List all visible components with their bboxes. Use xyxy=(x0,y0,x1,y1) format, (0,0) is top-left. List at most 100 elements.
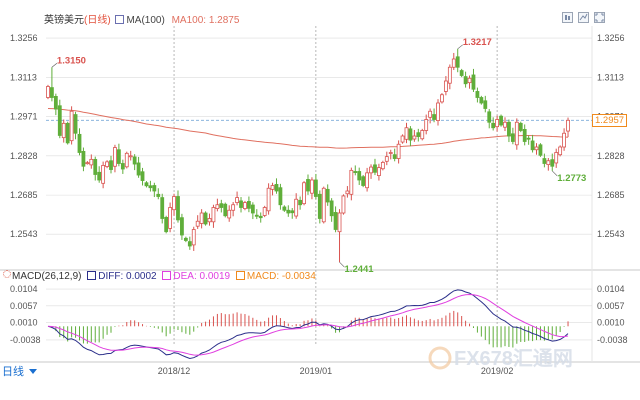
dea-line xyxy=(47,293,569,356)
candle-body xyxy=(274,183,279,192)
candle-body xyxy=(503,121,507,128)
candle-body xyxy=(211,207,216,223)
candle-body xyxy=(475,91,480,98)
candle-body xyxy=(325,188,330,203)
candle-body xyxy=(164,216,169,233)
candle-body xyxy=(172,196,176,211)
price-tick-right: 1.2685 xyxy=(597,190,625,200)
candle-body xyxy=(258,215,263,219)
symbol-label: 英镑美元 xyxy=(44,15,84,26)
candle-body xyxy=(235,197,239,203)
candle-body xyxy=(357,171,362,181)
candle-body xyxy=(546,160,551,165)
candle-body xyxy=(136,162,141,176)
candle-body xyxy=(345,190,350,195)
annotation-leader xyxy=(552,170,558,177)
dea-legend-swatch xyxy=(162,271,172,280)
candle-body xyxy=(65,122,70,144)
candle-body xyxy=(219,203,224,208)
candle-body xyxy=(168,207,173,229)
candle-body xyxy=(412,135,417,140)
candle-body xyxy=(321,187,326,223)
candle-body xyxy=(77,133,82,153)
candle-body xyxy=(156,193,161,197)
candle-type-icon[interactable] xyxy=(562,12,573,23)
candle-body xyxy=(365,172,369,189)
candle-body xyxy=(69,110,74,142)
candle-body xyxy=(507,121,511,137)
candle-body xyxy=(81,150,86,167)
candle-body xyxy=(148,185,153,189)
period-label: 日线 xyxy=(2,366,24,378)
macd-tick-right: 0.0010 xyxy=(597,318,625,328)
candle-body xyxy=(53,96,58,110)
watermark-logo-icon xyxy=(428,346,452,370)
candle-body xyxy=(215,204,220,209)
candle-body xyxy=(554,152,559,164)
diff-legend-swatch xyxy=(87,271,97,280)
date-tick-label: 2018/12 xyxy=(158,366,191,376)
candle-body xyxy=(377,167,381,176)
candle-body xyxy=(73,114,78,134)
ma-value: MA100: 1.2875 xyxy=(171,15,240,26)
diff-value: DIFF: 0.0002 xyxy=(98,271,157,282)
candle-body xyxy=(455,56,460,68)
candle-body xyxy=(313,179,318,197)
macd-tick-right: -0.0038 xyxy=(597,335,628,345)
candle-body xyxy=(329,200,334,217)
last-price-value: 1.2957 xyxy=(595,115,625,126)
ma-legend-swatch xyxy=(115,15,125,24)
period-selector[interactable]: 日线 xyxy=(2,364,38,380)
macd-value: MACD: -0.0034 xyxy=(246,271,316,282)
candle-body xyxy=(491,122,496,129)
fullscreen-icon[interactable] xyxy=(594,12,605,23)
candle-body xyxy=(124,152,129,168)
candle-body xyxy=(101,165,106,184)
annotation-leader xyxy=(51,63,58,68)
price-tick-right: 1.3113 xyxy=(597,72,624,82)
price-tick-left: 1.2828 xyxy=(10,151,38,161)
candle-body xyxy=(46,86,50,98)
candle-body xyxy=(392,154,397,159)
macd-tick-right: 0.0057 xyxy=(597,301,625,311)
candle-body xyxy=(191,229,196,246)
main-legend: 英镑美元(日线) MA(100) MA100: 1.2875 xyxy=(44,11,239,26)
candle-body xyxy=(459,70,464,76)
annotation-label: 1.3150 xyxy=(57,55,86,66)
candle-body xyxy=(109,160,113,170)
candle-body xyxy=(440,94,444,103)
candle-body xyxy=(290,210,295,214)
candle-body xyxy=(451,58,456,68)
candle-body xyxy=(207,218,212,223)
price-tick-left: 1.2971 xyxy=(10,111,38,121)
candle-body xyxy=(522,128,527,142)
candle-body xyxy=(562,132,566,148)
watermark: FX678汇通网 xyxy=(428,346,573,370)
annotation-label: 1.2441 xyxy=(345,264,375,275)
dea-value: DEA: 0.0019 xyxy=(173,271,231,282)
price-tick-left: 1.3256 xyxy=(10,33,38,43)
candle-body xyxy=(89,158,94,166)
candle-body xyxy=(203,212,208,225)
candle-body xyxy=(337,212,342,233)
price-axis: 1.32561.32561.31131.31131.29711.29711.28… xyxy=(10,33,628,345)
candle-body xyxy=(254,214,259,217)
chart-settings-icon[interactable] xyxy=(578,12,589,23)
annotation-label: 1.3217 xyxy=(463,37,492,48)
macd-lines xyxy=(47,289,569,360)
macd-histogram xyxy=(51,310,569,348)
candle-body xyxy=(187,241,192,247)
candle-body xyxy=(57,105,62,136)
candle-body xyxy=(467,77,472,84)
candle-body xyxy=(50,87,54,98)
candle-body xyxy=(160,197,165,219)
candle-body xyxy=(534,146,539,151)
candle-body xyxy=(388,152,393,154)
candle-body xyxy=(510,133,515,142)
candle-body xyxy=(479,97,484,104)
candle-body xyxy=(369,166,373,174)
candle-body xyxy=(227,209,232,219)
last-price-tag: 1.2957 xyxy=(592,114,628,127)
candle-body xyxy=(317,193,322,219)
candle-body xyxy=(400,135,405,143)
